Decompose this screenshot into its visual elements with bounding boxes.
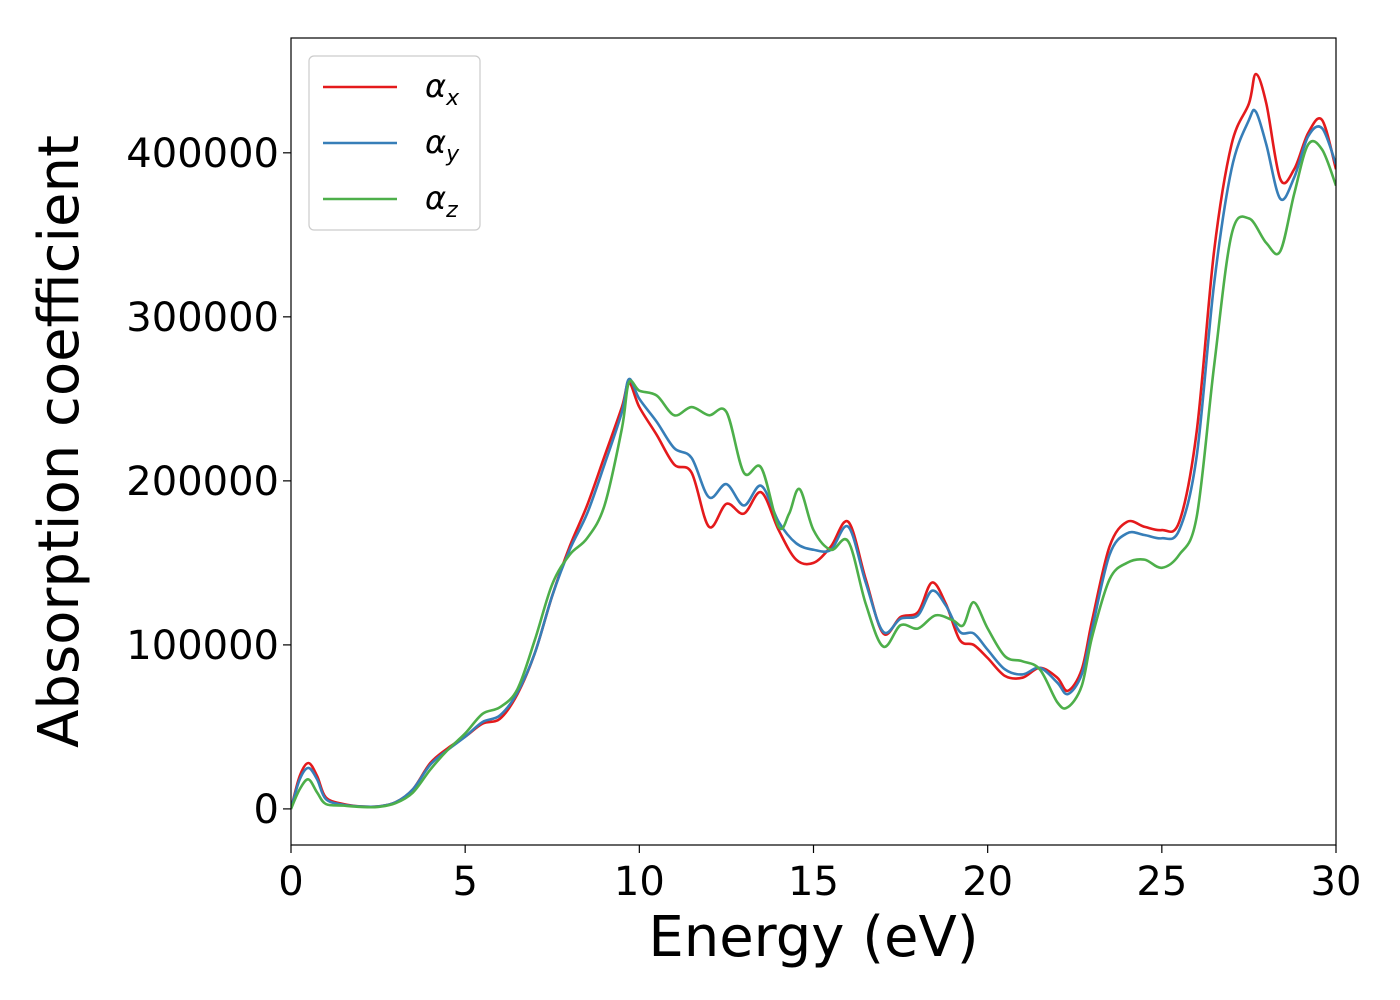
y-axis-title: Absorption coefficient xyxy=(27,135,92,748)
y-tick-label: 100000 xyxy=(126,623,279,669)
y-tick-label: 400000 xyxy=(126,131,279,177)
x-tick-label: 15 xyxy=(788,859,839,905)
x-axis-title: Energy (eV) xyxy=(648,905,978,970)
y-tick-label: 300000 xyxy=(126,295,279,341)
x-axis-ticks: 0 5 10 15 20 25 30 xyxy=(278,845,1361,905)
y-tick-label: 0 xyxy=(254,787,279,833)
x-tick-label: 20 xyxy=(962,859,1013,905)
series-layer xyxy=(291,72,1336,810)
x-tick-label: 0 xyxy=(278,859,303,905)
y-axis-ticks: 0 100000 200000 300000 400000 xyxy=(126,131,291,833)
x-tick-label: 10 xyxy=(614,859,665,905)
x-tick-label: 25 xyxy=(1136,859,1187,905)
series-line-z xyxy=(291,139,1336,810)
x-tick-label: 5 xyxy=(452,859,477,905)
y-tick-label: 200000 xyxy=(126,459,279,505)
x-tick-label: 30 xyxy=(1311,859,1362,905)
